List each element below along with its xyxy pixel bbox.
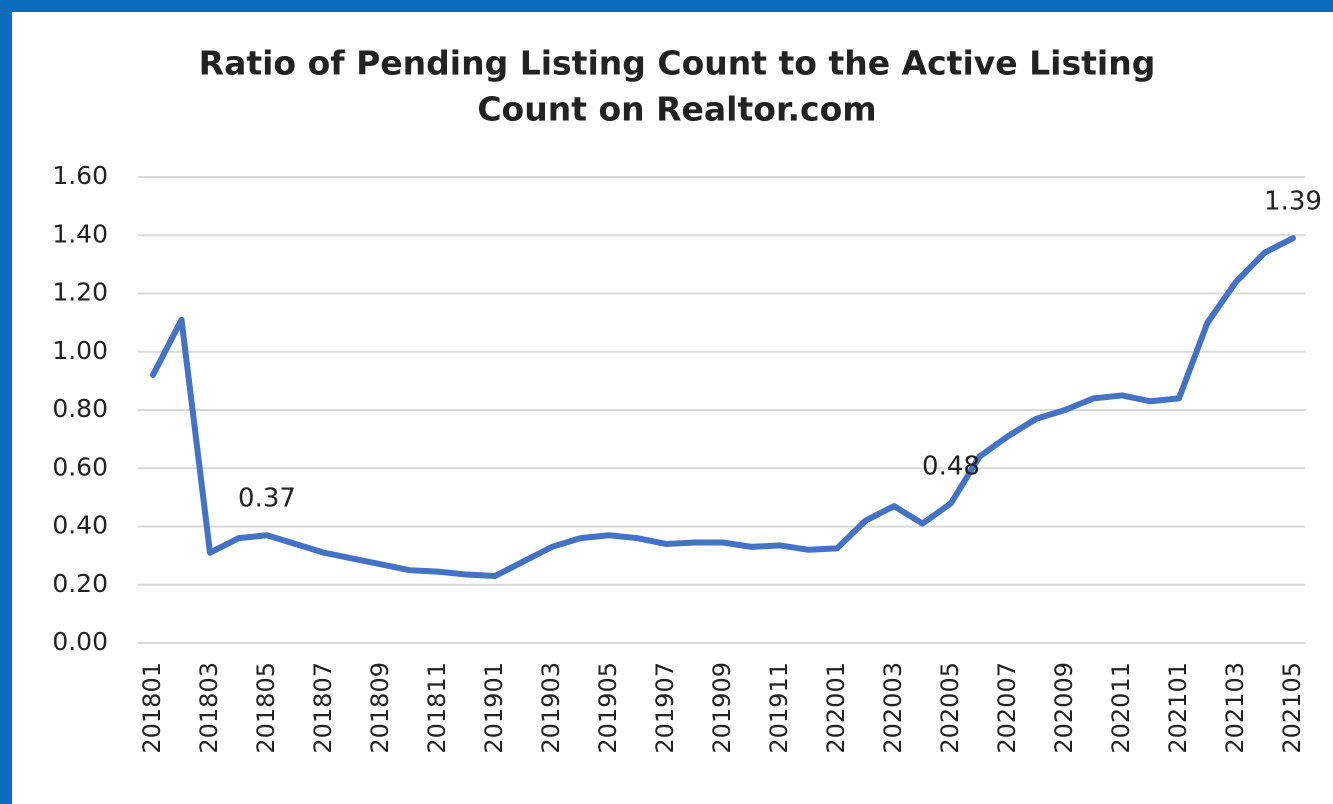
data-label: 0.48 (922, 452, 980, 482)
x-tick-label: 201803 (195, 662, 223, 754)
x-tick-label: 202101 (1164, 662, 1192, 754)
x-tick-label: 201907 (651, 662, 679, 754)
x-tick-label: 201807 (309, 662, 337, 754)
chart-title: Count on Realtor.com (477, 90, 876, 129)
x-tick-label: 201903 (537, 662, 565, 754)
y-tick-label: 1.20 (52, 278, 108, 307)
x-tick-label: 202105 (1278, 662, 1306, 754)
data-label: 1.39 (1264, 187, 1322, 217)
y-tick-label: 0.20 (52, 569, 108, 598)
y-tick-label: 1.00 (52, 336, 108, 365)
y-tick-label: 0.80 (52, 394, 108, 423)
x-tick-label: 202001 (822, 662, 850, 754)
x-tick-label: 201905 (594, 662, 622, 754)
x-tick-label: 202103 (1221, 662, 1249, 754)
y-tick-label: 1.40 (52, 219, 108, 248)
x-tick-label: 201809 (366, 662, 394, 754)
y-tick-label: 0.00 (52, 627, 108, 656)
x-tick-label: 201909 (708, 662, 736, 754)
data-label: 0.37 (238, 484, 296, 514)
x-tick-label: 202005 (936, 662, 964, 754)
x-tick-label: 201811 (423, 662, 451, 754)
x-tick-label: 202009 (1050, 662, 1078, 754)
x-tick-label: 201901 (480, 662, 508, 754)
x-tick-label: 202011 (1107, 662, 1135, 754)
y-tick-label: 0.40 (52, 511, 108, 540)
panel (12, 12, 1333, 804)
line-series (150, 235, 1296, 580)
x-tick-label: 201911 (765, 662, 793, 754)
x-tick-label: 202007 (993, 662, 1021, 754)
chart-title: Ratio of Pending Listing Count to the Ac… (199, 44, 1156, 83)
x-tick-label: 202003 (879, 662, 907, 754)
x-tick-label: 201805 (252, 662, 280, 754)
x-tick-label: 201801 (138, 662, 166, 754)
y-tick-label: 1.60 (52, 161, 108, 190)
y-tick-label: 0.60 (52, 452, 108, 481)
